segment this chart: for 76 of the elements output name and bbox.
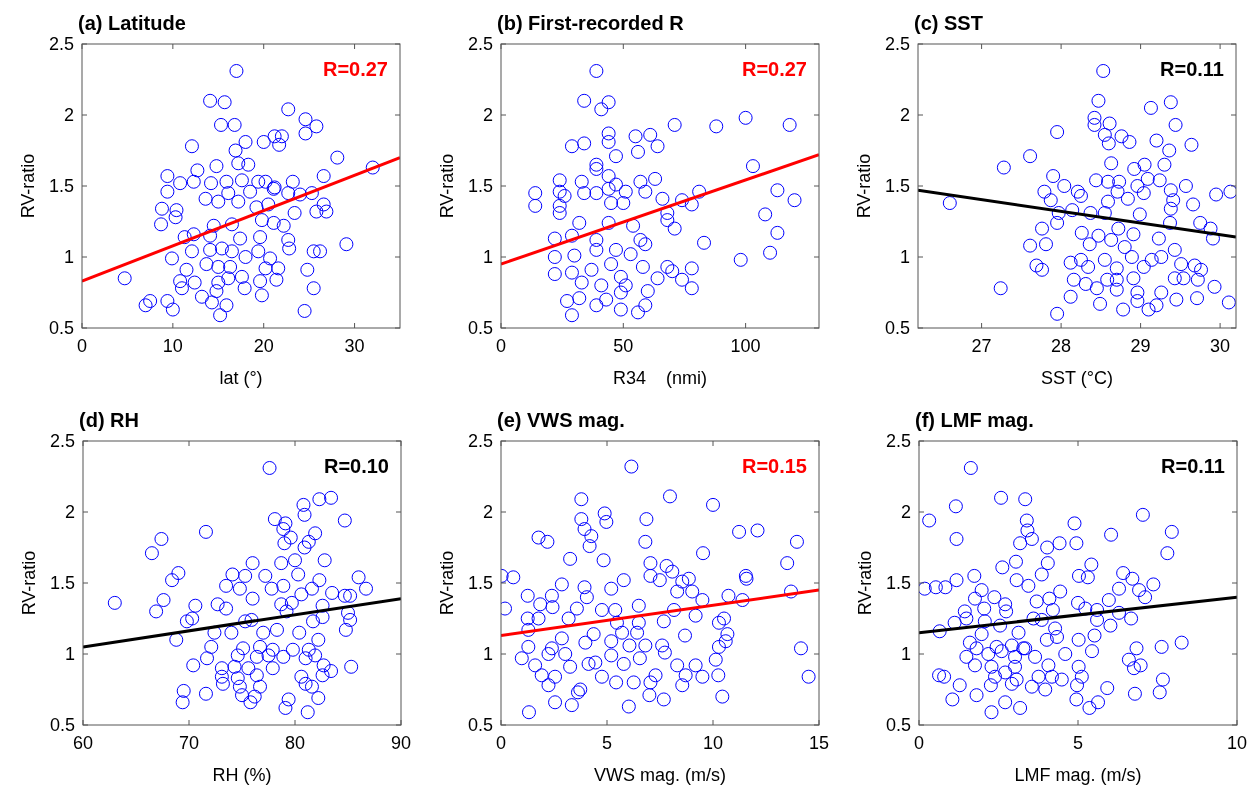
x-tick-label: 0: [913, 733, 925, 753]
x-tick-label: 80: [284, 733, 306, 753]
y-tick-label: 1: [899, 247, 910, 267]
annotation: R=0.15: [741, 455, 807, 477]
y-tick-label: 0.5: [884, 318, 910, 338]
y-tick-label: 1: [63, 247, 74, 267]
y-tick-label: 1: [482, 247, 493, 267]
annotation: R=0.11: [1160, 58, 1224, 80]
y-tick-label: 2.5: [885, 431, 911, 451]
x-tick-label: 30: [344, 336, 365, 356]
x-axis-title: RH (%): [212, 765, 272, 785]
chart-title: (b) First-recorded R: [497, 12, 685, 34]
y-tick-label: 1.5: [49, 573, 75, 593]
x-tick-label: 20: [253, 336, 274, 356]
y-tick-label: 1.5: [48, 176, 74, 196]
x-axis-title: R34 (nmi): [612, 368, 708, 388]
y-tick-label: 2: [64, 502, 75, 522]
x-tick-label: 60: [72, 733, 94, 753]
y-axis-title: RV-ratio: [437, 550, 457, 616]
x-tick-label: 29: [1130, 336, 1151, 356]
x-tick-label: 27: [971, 336, 992, 356]
y-tick-label: 2.5: [49, 431, 75, 451]
y-axis-title: RV-ratio: [854, 153, 874, 219]
chart-title: (c) SST: [914, 12, 983, 34]
y-tick-label: 2.5: [48, 34, 74, 54]
annotation: R=0.27: [741, 58, 807, 80]
x-tick-label: 70: [178, 733, 200, 753]
y-axis-title: RV-ratio: [18, 153, 38, 219]
x-axis-title: lat (°): [219, 368, 263, 388]
x-axis-title: LMF mag. (m/s): [1014, 765, 1142, 785]
x-tick-label: 10: [1226, 733, 1248, 753]
y-axis-title: RV-ratio: [855, 550, 875, 616]
x-tick-label: 100: [730, 336, 761, 356]
chart-title: (a) Latitude: [78, 12, 186, 34]
x-tick-label: 28: [1051, 336, 1072, 356]
x-tick-label: 30: [1210, 336, 1231, 356]
y-tick-label: 2: [63, 105, 74, 125]
y-tick-label: 2: [900, 502, 911, 522]
y-tick-label: 0.5: [48, 318, 74, 338]
x-tick-label: 50: [613, 336, 634, 356]
chart-title: (f) LMF mag.: [915, 409, 1034, 431]
y-tick-label: 0.5: [467, 715, 493, 735]
y-axis-title: RV-ratio: [437, 153, 457, 219]
y-tick-label: 2.5: [467, 431, 493, 451]
y-tick-label: 2.5: [884, 34, 910, 54]
y-tick-label: 2: [482, 105, 493, 125]
x-tick-label: 0: [495, 336, 507, 356]
y-axis-title: RV-ratio: [19, 550, 39, 616]
x-tick-label: 10: [162, 336, 183, 356]
y-tick-label: 0.5: [885, 715, 911, 735]
y-tick-label: 0.5: [49, 715, 75, 735]
y-tick-label: 1.5: [467, 176, 493, 196]
y-tick-label: 2: [899, 105, 910, 125]
annotation: R=0.27: [322, 58, 388, 80]
x-tick-label: 5: [1072, 733, 1084, 753]
x-axis-title: SST (°C): [1041, 368, 1113, 388]
y-tick-label: 1.5: [885, 573, 911, 593]
y-tick-label: 1: [482, 644, 493, 664]
y-tick-label: 1.5: [884, 176, 910, 196]
y-tick-label: 2: [482, 502, 493, 522]
x-tick-label: 0: [76, 336, 88, 356]
x-axis-title: VWS mag. (m/s): [593, 765, 727, 785]
chart-title: (d) RH: [79, 409, 139, 431]
x-tick-label: 90: [390, 733, 412, 753]
x-tick-label: 5: [601, 733, 613, 753]
y-tick-label: 0.5: [467, 318, 493, 338]
annotation: R=0.11: [1161, 455, 1225, 477]
annotation: R=0.10: [323, 455, 389, 477]
x-tick-label: 0: [495, 733, 507, 753]
y-tick-label: 1.5: [467, 573, 493, 593]
x-tick-label: 10: [702, 733, 724, 753]
y-tick-label: 2.5: [467, 34, 493, 54]
y-tick-label: 1: [64, 644, 75, 664]
x-tick-label: 15: [808, 733, 830, 753]
y-tick-label: 1: [900, 644, 911, 664]
chart-title: (e) VWS mag.: [497, 409, 625, 431]
